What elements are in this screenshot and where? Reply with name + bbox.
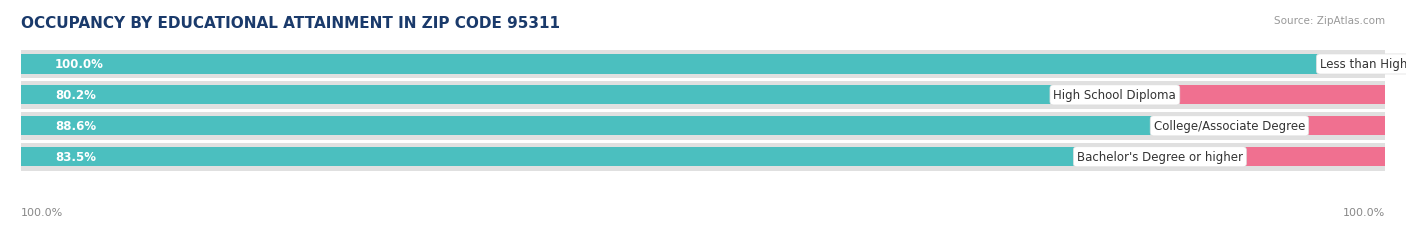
Bar [21, 81, 1385, 110]
Bar [1229, 117, 1385, 136]
Bar [21, 55, 1385, 74]
Bar [21, 51, 1385, 79]
Text: 100.0%: 100.0% [21, 207, 63, 217]
Text: 88.6%: 88.6% [55, 120, 96, 133]
Text: 100.0%: 100.0% [1343, 207, 1385, 217]
Text: Bachelor's Degree or higher: Bachelor's Degree or higher [1077, 151, 1243, 164]
Bar [21, 148, 1160, 167]
Bar [1160, 148, 1385, 167]
Text: 100.0%: 100.0% [55, 58, 104, 71]
Text: OCCUPANCY BY EDUCATIONAL ATTAINMENT IN ZIP CODE 95311: OCCUPANCY BY EDUCATIONAL ATTAINMENT IN Z… [21, 16, 560, 31]
Text: 83.5%: 83.5% [55, 151, 96, 164]
Bar [21, 143, 1385, 171]
Text: High School Diploma: High School Diploma [1053, 89, 1177, 102]
Text: Source: ZipAtlas.com: Source: ZipAtlas.com [1274, 16, 1385, 26]
Bar [21, 112, 1385, 140]
Text: Less than High School: Less than High School [1320, 58, 1406, 71]
Text: College/Associate Degree: College/Associate Degree [1154, 120, 1305, 133]
Text: 80.2%: 80.2% [55, 89, 96, 102]
Bar [1115, 86, 1385, 105]
Bar [21, 86, 1115, 105]
Bar [21, 117, 1229, 136]
